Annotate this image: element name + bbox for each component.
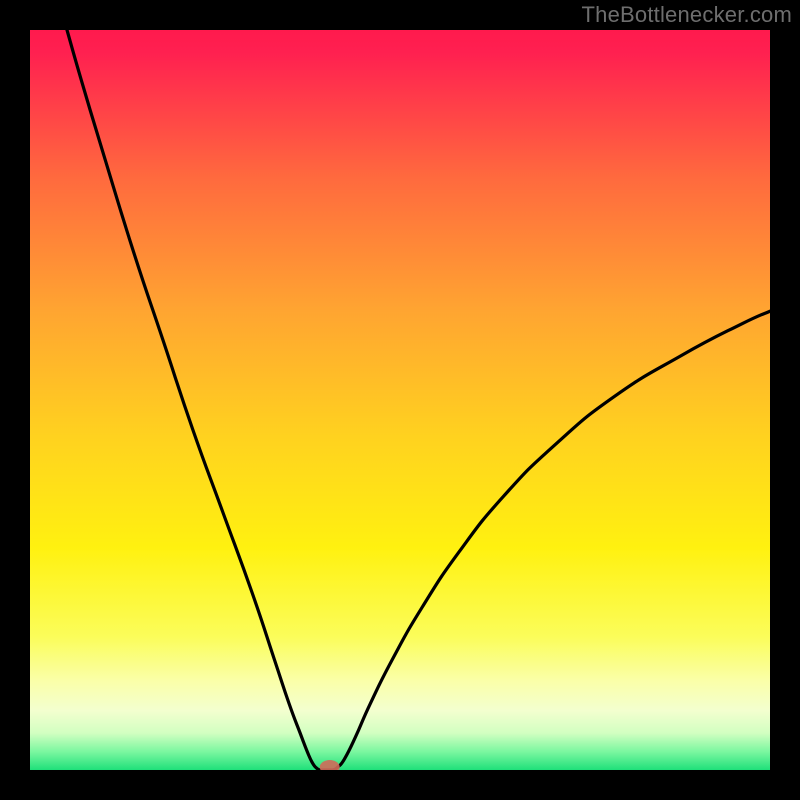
bottleneck-curve [67, 30, 770, 770]
chart-svg [30, 30, 770, 770]
watermark-text: TheBottlenecker.com [582, 2, 792, 28]
optimum-marker [320, 760, 340, 770]
chart-frame [30, 30, 770, 770]
